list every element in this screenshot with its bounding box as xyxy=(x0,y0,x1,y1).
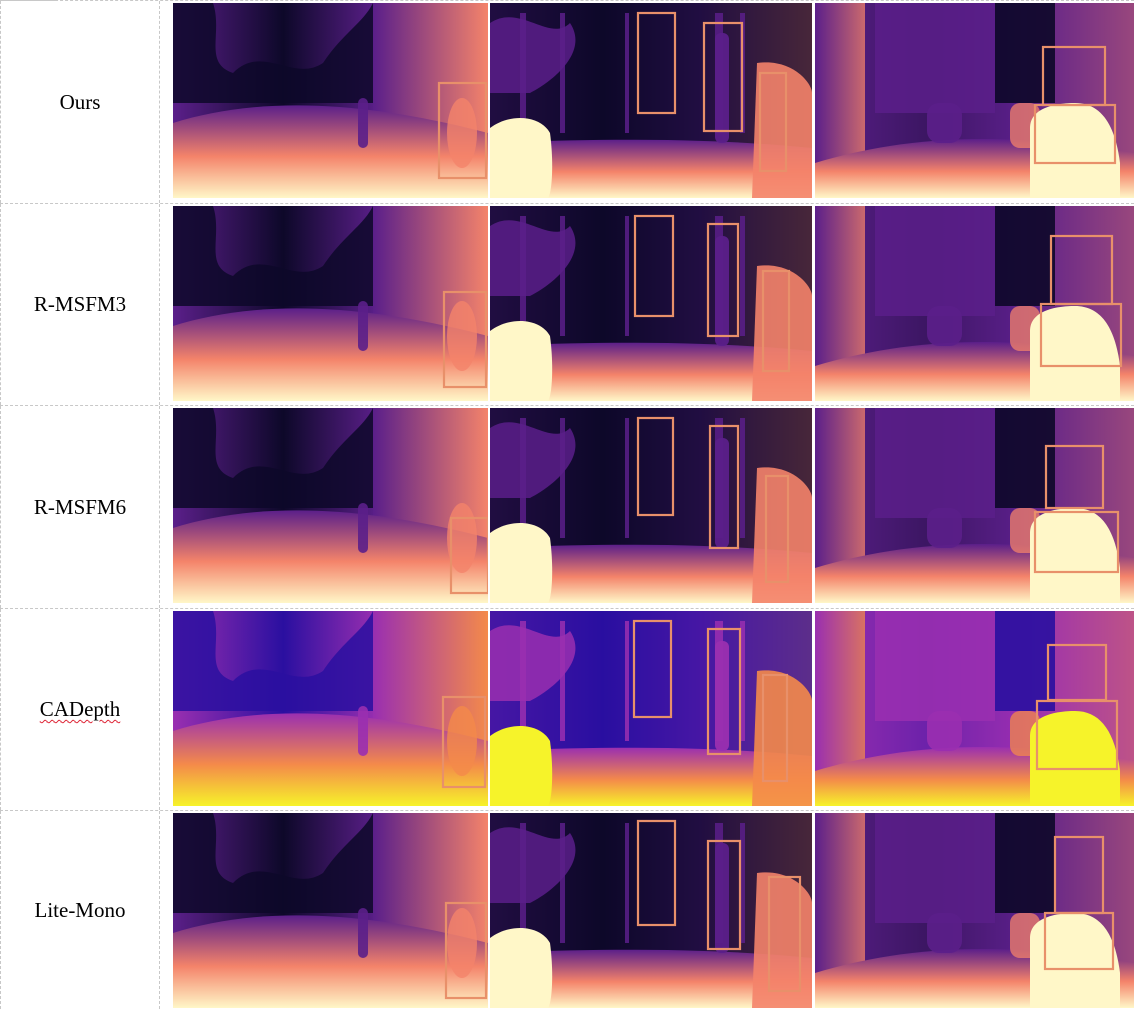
highlight-box xyxy=(1035,699,1119,771)
method-label: Ours xyxy=(59,89,101,114)
depth-map-street-car-right-box xyxy=(815,3,1134,198)
depth-map-image xyxy=(173,408,488,603)
depth-map-image xyxy=(815,3,1134,198)
method-label-cell: Lite-Mono xyxy=(0,811,160,1009)
depth-map-image xyxy=(173,813,488,1008)
depth-map-street-car-right-box xyxy=(815,408,1134,603)
depth-map-street-person-right xyxy=(173,206,488,401)
highlight-box xyxy=(636,11,677,115)
highlight-box xyxy=(1043,911,1115,971)
depth-map-image xyxy=(173,3,488,198)
table-row: Lite-Mono xyxy=(0,810,1134,1009)
depth-map-street-car-right-box xyxy=(815,206,1134,401)
method-label-cell: CADepth xyxy=(0,609,160,810)
highlight-box xyxy=(441,695,487,789)
method-label-cell: Ours xyxy=(0,1,160,203)
highlight-box xyxy=(636,416,675,517)
highlight-box xyxy=(633,214,675,318)
depth-map-image xyxy=(490,611,812,806)
highlight-box xyxy=(767,875,802,993)
depth-map-image xyxy=(173,611,488,806)
depth-map-image xyxy=(490,813,812,1008)
highlight-box xyxy=(636,819,677,927)
method-label: Lite-Mono xyxy=(34,897,126,922)
depth-map-image xyxy=(173,206,488,401)
depth-map-street-person-right xyxy=(173,611,488,806)
depth-map-street-car-left-poles xyxy=(490,813,812,1008)
highlight-box xyxy=(1039,302,1123,368)
highlight-box xyxy=(702,21,744,133)
highlight-box xyxy=(764,474,790,584)
highlight-box xyxy=(449,516,488,595)
highlight-box xyxy=(758,71,788,173)
highlight-box xyxy=(761,673,789,783)
depth-map-street-car-left-poles xyxy=(490,611,812,806)
highlight-box xyxy=(708,424,740,550)
depth-map-street-person-right xyxy=(173,408,488,603)
depth-map-image xyxy=(815,611,1134,806)
depth-map-street-person-right xyxy=(173,3,488,198)
table-row: Ours xyxy=(0,0,1134,203)
depth-map-street-person-right xyxy=(173,813,488,1008)
depth-map-street-car-left-poles xyxy=(490,206,812,401)
method-label-cell: R-MSFM6 xyxy=(0,406,160,608)
highlight-box xyxy=(442,290,488,389)
table-row: CADepth xyxy=(0,608,1134,810)
highlight-box xyxy=(706,222,740,338)
depth-map-street-car-right-box xyxy=(815,813,1134,1008)
depth-map-street-car-left-poles xyxy=(490,408,812,603)
method-label: R-MSFM3 xyxy=(33,292,127,316)
depth-map-image xyxy=(815,408,1134,603)
method-label: R-MSFM6 xyxy=(33,494,127,519)
highlight-box xyxy=(761,269,791,373)
highlight-box xyxy=(1033,510,1120,574)
depth-map-street-car-right-box xyxy=(815,611,1134,806)
depth-map-image xyxy=(490,206,812,401)
highlight-box xyxy=(444,901,488,1000)
method-label-cell: R-MSFM3 xyxy=(0,204,160,405)
depth-map-image xyxy=(490,3,812,198)
depth-map-image xyxy=(490,408,812,603)
highlight-box xyxy=(706,839,742,951)
table-row: R-MSFM6 xyxy=(0,405,1134,608)
depth-map-image xyxy=(815,813,1134,1008)
highlight-box xyxy=(437,81,488,180)
depth-map-street-car-left-poles xyxy=(490,3,812,198)
table-row: R-MSFM3 xyxy=(0,203,1134,405)
highlight-box xyxy=(1033,103,1117,165)
depth-map-image xyxy=(815,206,1134,401)
highlight-box xyxy=(632,619,673,719)
highlight-box xyxy=(706,627,742,756)
method-label: CADepth xyxy=(39,697,121,721)
highlight-box xyxy=(1044,444,1105,510)
